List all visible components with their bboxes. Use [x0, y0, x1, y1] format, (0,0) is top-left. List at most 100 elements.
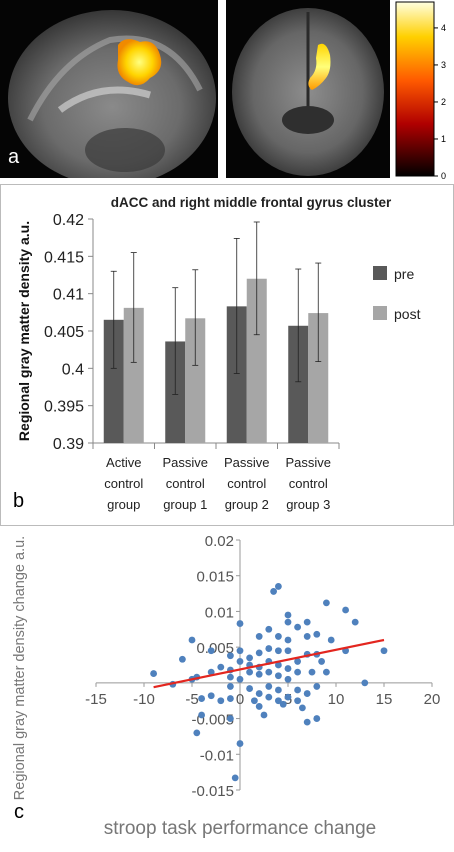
- data-point: [260, 711, 268, 719]
- x-tick-label: control: [289, 476, 328, 491]
- data-point: [313, 630, 321, 638]
- data-point: [275, 686, 282, 694]
- panel-c-label: c: [14, 801, 24, 823]
- data-point: [284, 618, 292, 626]
- legend-label-pre: pre: [394, 266, 414, 282]
- bar-pre: [103, 319, 124, 443]
- legend-label-post: post: [394, 306, 421, 322]
- x-tick-label: group 3: [286, 497, 330, 512]
- data-point: [265, 693, 273, 701]
- data-point: [265, 683, 273, 690]
- y-tick-label: 0.01: [205, 604, 234, 621]
- data-point: [251, 697, 258, 705]
- data-point: [207, 692, 215, 700]
- y-tick-label: 0.02: [205, 533, 234, 550]
- y-tick-label: -0.01: [200, 747, 234, 764]
- data-point: [284, 611, 292, 619]
- colorbar-tick-label: 3: [441, 60, 446, 70]
- data-point: [380, 647, 388, 655]
- data-point: [255, 690, 263, 697]
- data-point: [299, 704, 306, 712]
- brain-coronal-image: [226, 0, 390, 178]
- data-point: [246, 654, 254, 662]
- data-point: [361, 679, 369, 687]
- bar-post: [308, 313, 329, 443]
- data-point: [275, 647, 282, 655]
- data-point: [255, 633, 263, 640]
- y-tick-label: 0.39: [53, 436, 84, 453]
- panel-b-label: b: [13, 490, 24, 512]
- data-point: [188, 636, 196, 644]
- data-point: [303, 633, 311, 640]
- data-point: [284, 636, 292, 644]
- data-point: [227, 695, 234, 702]
- data-point: [279, 700, 287, 708]
- y-tick-label: 0.42: [53, 212, 84, 229]
- bar-pre: [288, 325, 309, 443]
- data-point: [217, 663, 225, 671]
- bar-chart: dACC and right middle frontal gyrus clus…: [13, 195, 421, 512]
- data-point: [284, 647, 292, 655]
- data-point: [236, 658, 244, 665]
- data-point: [294, 658, 301, 665]
- scatter-chart-panel: -15-10-5051015200.020.0150.010.005-0.005…: [0, 528, 454, 847]
- legend-swatch-pre: [373, 266, 387, 280]
- data-point: [198, 695, 206, 702]
- y-tick-label: 0.41: [53, 287, 84, 304]
- data-point: [207, 668, 215, 676]
- data-point: [227, 673, 234, 681]
- x-tick-label: 0: [236, 691, 244, 708]
- colorbar-tick-label: 2: [441, 97, 446, 107]
- data-point: [284, 665, 292, 672]
- data-point: [179, 655, 186, 663]
- data-point: [236, 647, 244, 655]
- data-point: [327, 636, 335, 644]
- x-tick-label: 15: [376, 691, 393, 708]
- data-point: [318, 658, 325, 665]
- colorbar-tick-label: 4: [441, 23, 446, 33]
- data-point: [227, 652, 234, 660]
- x-tick-label: 10: [328, 691, 345, 708]
- data-point: [227, 683, 234, 690]
- data-point: [275, 633, 282, 640]
- bar-post: [246, 278, 267, 443]
- y-axis-label: Regional gray matter density a.u.: [16, 221, 32, 441]
- data-point: [342, 606, 349, 614]
- data-point: [265, 668, 273, 676]
- x-tick-label: Active: [106, 455, 141, 470]
- data-point: [246, 668, 254, 676]
- data-point: [284, 675, 292, 683]
- data-point: [246, 685, 254, 692]
- y-tick-label: 0.415: [44, 249, 84, 266]
- x-tick-label: Passive: [285, 455, 331, 470]
- chart-title: dACC and right middle frontal gyrus clus…: [111, 195, 392, 210]
- x-tick-label: control: [227, 476, 266, 491]
- brain-sagittal-image: a: [0, 0, 218, 186]
- x-tick-label: control: [104, 476, 143, 491]
- data-point: [193, 729, 201, 737]
- data-point: [323, 668, 330, 676]
- data-point: [217, 697, 225, 705]
- panel-a-label: a: [8, 146, 20, 168]
- bar-post: [185, 318, 206, 443]
- bar-pre: [226, 306, 247, 443]
- trendline: [153, 638, 385, 689]
- data-point: [275, 583, 282, 590]
- scatter-chart: -15-10-5051015200.020.0150.010.005-0.005…: [12, 533, 440, 839]
- data-point: [255, 670, 263, 678]
- y-axis-label: Regional gray matter density change a.u.: [12, 536, 28, 800]
- x-axis-label: stroop task performance change: [104, 818, 377, 839]
- x-tick-label: group 2: [225, 497, 269, 512]
- legend-swatch-post: [373, 306, 387, 320]
- data-point: [275, 697, 282, 705]
- data-point: [270, 588, 277, 595]
- colorbar: 4 3 2 1 0: [394, 0, 454, 181]
- data-point: [294, 697, 301, 705]
- y-tick-label: 0.395: [44, 399, 84, 416]
- y-tick-label: 0.005: [196, 640, 234, 657]
- data-point: [323, 599, 330, 607]
- data-point: [275, 661, 282, 669]
- data-point: [351, 618, 359, 626]
- data-point: [313, 683, 321, 690]
- x-tick-label: Passive: [162, 455, 208, 470]
